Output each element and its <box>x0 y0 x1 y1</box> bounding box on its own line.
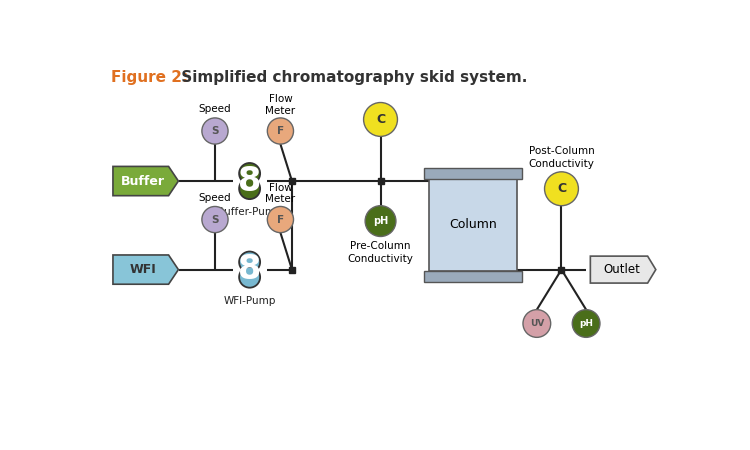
Circle shape <box>239 178 260 199</box>
Circle shape <box>239 163 260 184</box>
Circle shape <box>364 103 398 136</box>
Bar <box>424 271 522 282</box>
Circle shape <box>202 118 228 144</box>
Text: Pre-Column
Conductivity: Pre-Column Conductivity <box>347 241 413 264</box>
Circle shape <box>202 207 228 233</box>
Text: WFI: WFI <box>129 263 156 276</box>
Text: F: F <box>277 215 284 225</box>
Text: 8: 8 <box>238 253 261 286</box>
Polygon shape <box>113 255 178 284</box>
Circle shape <box>544 172 578 206</box>
Text: Outlet: Outlet <box>603 263 640 276</box>
Text: UV: UV <box>530 319 544 328</box>
Text: Buffer: Buffer <box>121 175 165 188</box>
Text: Post-Column
Conductivity: Post-Column Conductivity <box>529 146 595 169</box>
Polygon shape <box>113 166 178 196</box>
Text: Flow
Meter: Flow Meter <box>266 183 296 204</box>
Text: Buffer-Pump: Buffer-Pump <box>217 207 282 217</box>
Bar <box>429 179 518 271</box>
Circle shape <box>572 310 600 338</box>
Text: S: S <box>211 126 219 136</box>
Text: Speed: Speed <box>199 193 231 202</box>
Bar <box>424 168 522 179</box>
Text: Figure 2:: Figure 2: <box>111 70 188 85</box>
Text: Speed: Speed <box>199 104 231 114</box>
Circle shape <box>239 252 260 273</box>
Circle shape <box>267 207 293 233</box>
Text: 8: 8 <box>238 165 261 198</box>
Text: Column: Column <box>449 218 497 231</box>
Text: Flow
Meter: Flow Meter <box>266 94 296 116</box>
Circle shape <box>523 310 550 338</box>
Text: S: S <box>211 215 219 225</box>
Text: pH: pH <box>373 216 388 226</box>
Circle shape <box>365 206 396 237</box>
Polygon shape <box>590 256 656 283</box>
Text: C: C <box>376 113 385 126</box>
Circle shape <box>239 267 260 288</box>
Text: F: F <box>277 126 284 136</box>
Circle shape <box>267 118 293 144</box>
Text: Simplified chromatography skid system.: Simplified chromatography skid system. <box>176 70 528 85</box>
Text: C: C <box>557 182 566 195</box>
Text: pH: pH <box>579 319 593 328</box>
Text: WFI-Pump: WFI-Pump <box>224 296 276 306</box>
